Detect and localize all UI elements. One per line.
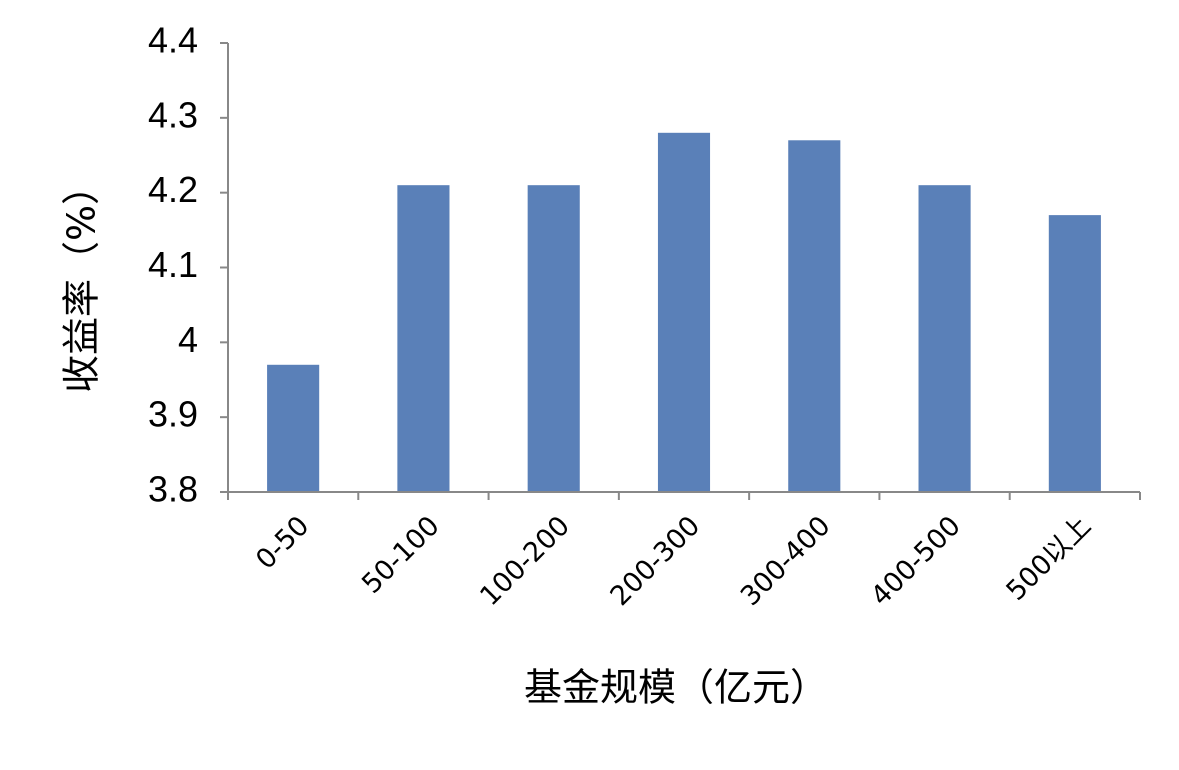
x-tick-label: 0-50: [250, 510, 315, 575]
x-tick-label: 500以上: [1001, 510, 1098, 607]
x-tick-label: 400-500: [865, 510, 967, 612]
y-tick-label: 4.3: [148, 94, 198, 135]
y-tick-label: 4: [178, 319, 198, 360]
x-tick-label: 50-100: [356, 510, 446, 600]
x-tick-label: 200-300: [605, 510, 707, 612]
bar: [788, 140, 841, 493]
x-tick-label: 300-400: [735, 510, 837, 612]
y-tick-label: 4.2: [148, 169, 198, 210]
y-tick-label: 4.1: [148, 244, 198, 285]
bar: [267, 364, 320, 492]
bar: [657, 132, 711, 493]
bar: [918, 185, 971, 492]
y-tick-label: 3.8: [148, 469, 198, 510]
y-tick-label: 3.9: [148, 394, 198, 435]
x-tick-label: 100-200: [474, 510, 576, 612]
x-axis-title: 基金规模（亿元）: [524, 666, 828, 710]
bar: [397, 185, 450, 492]
bar: [527, 185, 580, 492]
y-tick-label: 4.4: [148, 20, 198, 61]
bar: [1048, 215, 1101, 492]
y-axis-title: 收益率（%）: [60, 167, 104, 393]
